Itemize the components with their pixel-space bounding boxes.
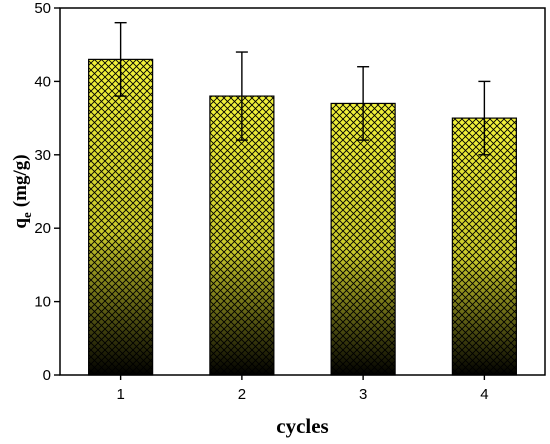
x-tick-label: 3: [359, 386, 367, 403]
y-tick-label: 30: [34, 147, 51, 164]
y-axis-label-main: q: [10, 218, 31, 229]
plot-frame: [59, 7, 546, 376]
error-bars: [114, 21, 491, 156]
y-tick-label: 20: [34, 220, 51, 237]
bar-hatch: [88, 58, 154, 376]
y-axis-label: qe (mg/g): [10, 154, 34, 228]
bar-hatch: [330, 102, 396, 376]
bars: [88, 58, 517, 376]
y-axis-label-unit: (mg/g): [10, 154, 31, 207]
x-tick-label: 4: [480, 386, 488, 403]
y-tick-label: 10: [34, 294, 51, 311]
error-bar-4: [478, 80, 491, 156]
x-tick-label: 1: [116, 386, 124, 403]
y-tick-label: 40: [34, 73, 51, 90]
bar-2: [209, 95, 275, 376]
error-bar-2: [235, 51, 248, 141]
bar-3: [330, 102, 396, 376]
error-bar-3: [357, 66, 370, 141]
error-bar-1: [114, 21, 127, 97]
y-axis-label-subscript: e: [19, 212, 34, 218]
y-tick-label: 50: [34, 0, 51, 17]
bar-4: [451, 117, 517, 376]
x-tick-label: 2: [238, 386, 246, 403]
y-axis-ticks: 0 10 20 30 40 50: [34, 0, 60, 384]
x-axis-label: cycles: [276, 414, 328, 438]
x-axis-ticks: 1 2 3 4: [116, 375, 489, 403]
bar-hatch: [451, 117, 517, 376]
y-tick-label: 0: [43, 367, 51, 384]
bar-1: [88, 58, 154, 376]
